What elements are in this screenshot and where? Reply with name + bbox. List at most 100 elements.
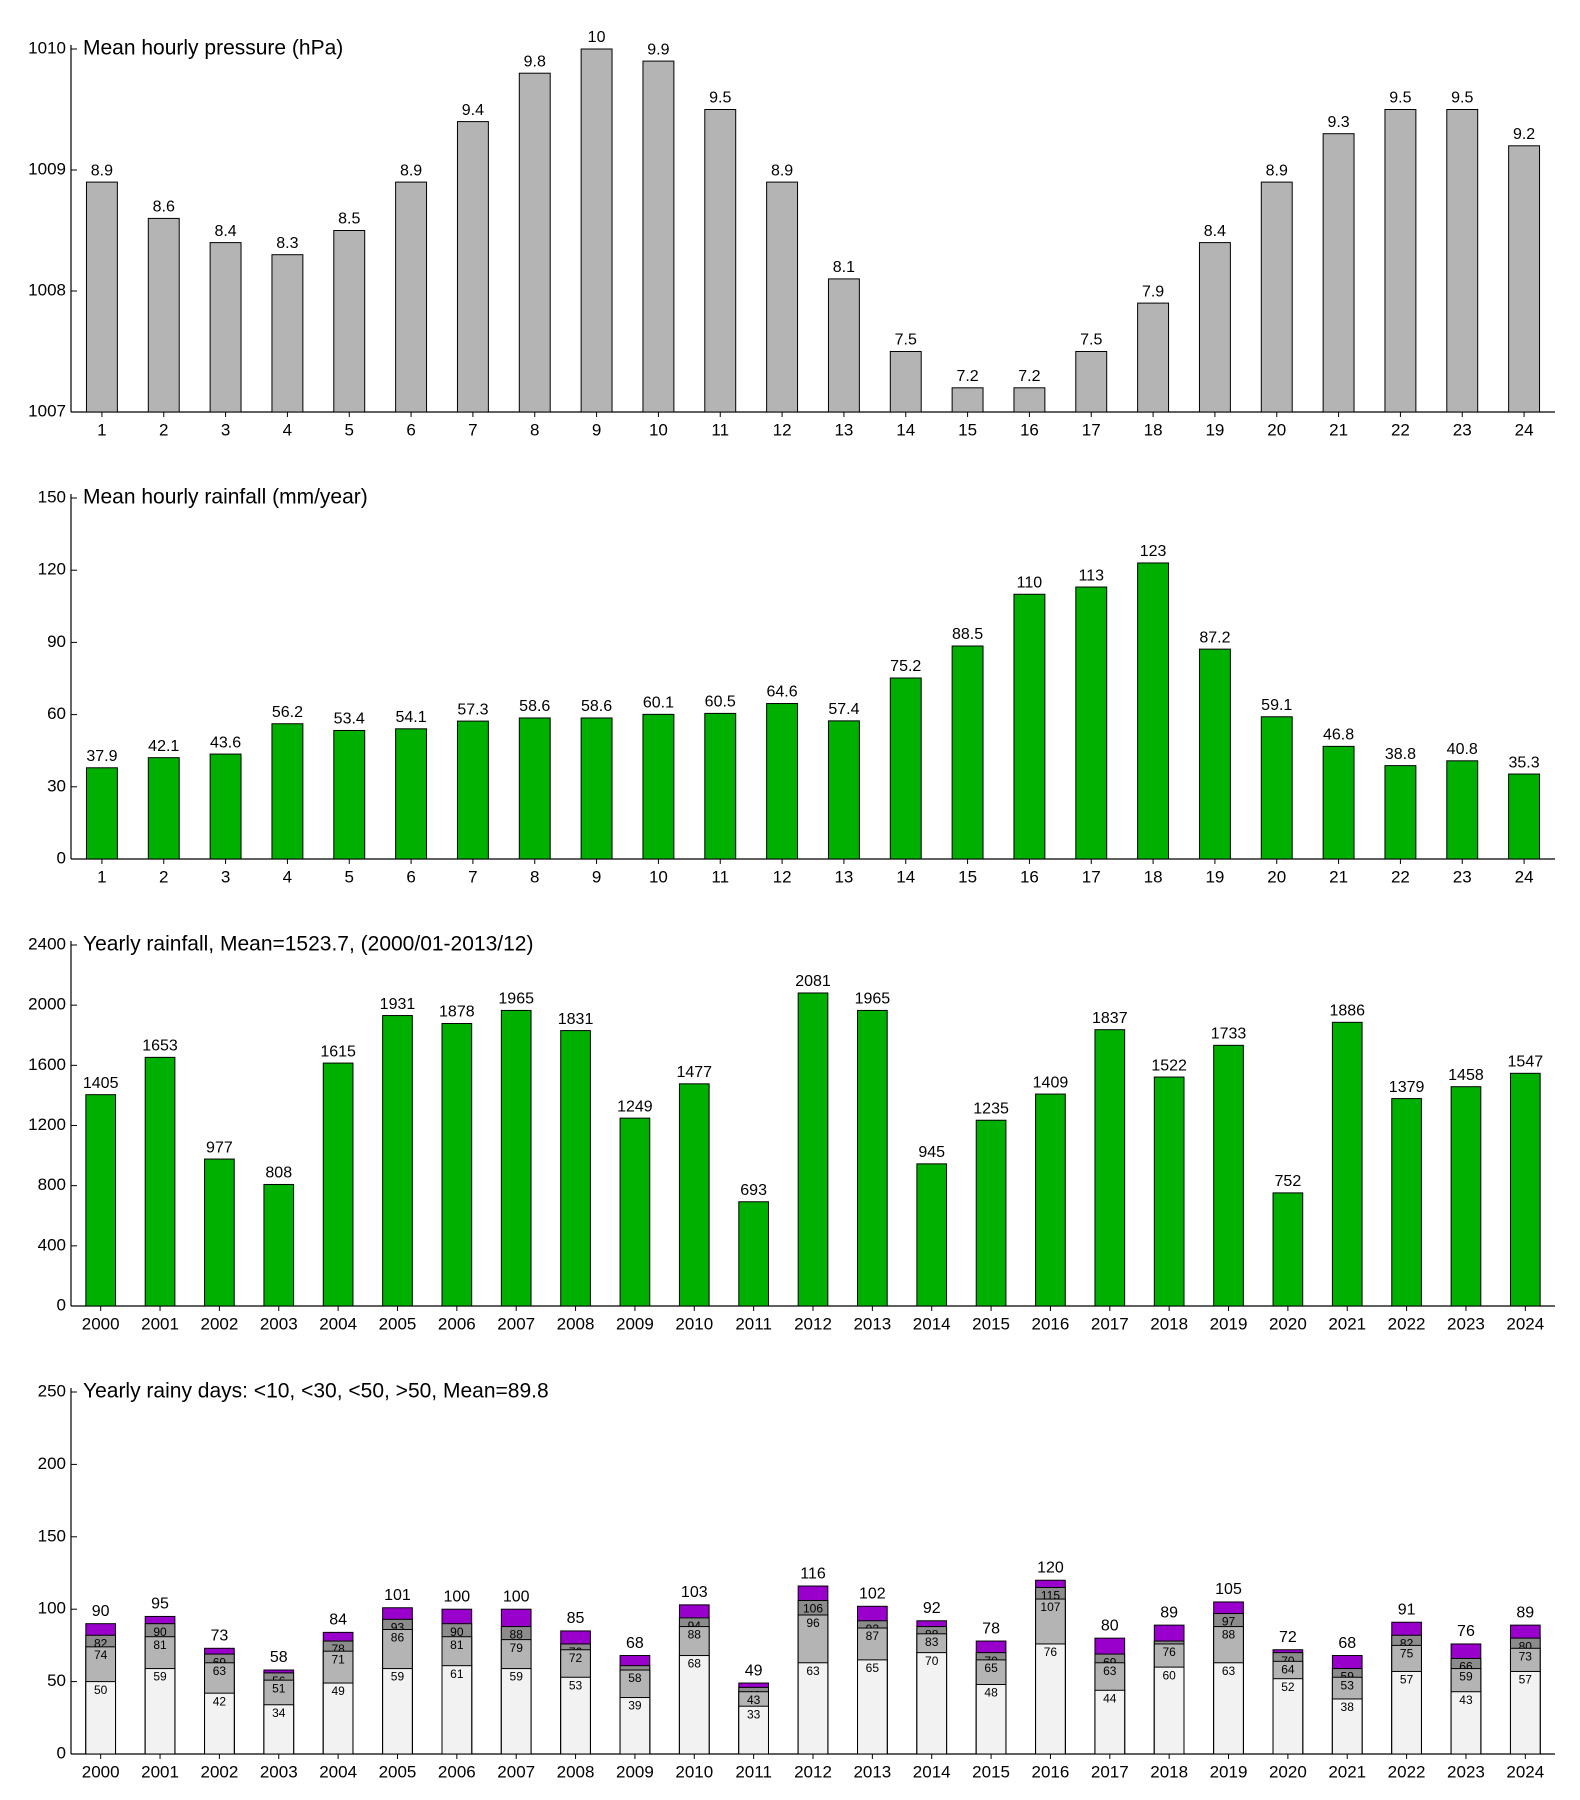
x-tick-label: 11	[711, 867, 729, 886]
bar	[209, 753, 242, 860]
x-tick-label: 2020	[1269, 1314, 1307, 1333]
value-label: 89	[1160, 1604, 1178, 1621]
bar	[500, 1009, 532, 1307]
x-tick-label: 2019	[1210, 1762, 1248, 1781]
value-label: 105	[1215, 1581, 1242, 1598]
y-tick-label: 90	[47, 632, 66, 651]
x-tick-label: 2006	[438, 1762, 476, 1781]
bar-segment	[678, 1655, 710, 1755]
value-label: 7.2	[956, 368, 978, 385]
bar	[456, 121, 489, 413]
value-label: 9.4	[462, 102, 484, 119]
bar-segment	[1331, 1698, 1363, 1755]
y-tick-label: 1009	[28, 159, 66, 178]
bar	[85, 767, 118, 860]
x-tick-label: 15	[958, 420, 977, 439]
x-tick-label: 11	[711, 420, 729, 439]
x-tick-label: 2006	[438, 1314, 476, 1333]
value-label: 57	[1400, 1673, 1414, 1687]
value-label: 76	[1044, 1645, 1058, 1659]
value-label: 72	[1279, 1629, 1297, 1646]
value-label: 42.1	[148, 738, 179, 755]
bar	[204, 1158, 235, 1307]
value-label: 53	[569, 1678, 583, 1692]
x-tick-label: 19	[1205, 867, 1224, 886]
value-label: 8.9	[400, 162, 422, 179]
x-tick-label: 2007	[497, 1314, 535, 1333]
value-label: 68	[1338, 1635, 1356, 1652]
bar	[642, 713, 675, 860]
y-tick-label: 250	[38, 1381, 66, 1400]
bar	[1509, 1072, 1541, 1307]
value-label: 80	[1101, 1617, 1119, 1634]
x-tick-label: 2017	[1091, 1762, 1129, 1781]
value-label: 60.5	[705, 694, 736, 711]
x-tick-label: 20	[1267, 867, 1286, 886]
value-label: 101	[384, 1587, 411, 1604]
bar-segment	[1272, 1678, 1304, 1755]
value-label: 42	[213, 1694, 227, 1708]
x-tick-label: 12	[773, 867, 792, 886]
value-label: 10	[588, 29, 606, 46]
value-label: 100	[503, 1588, 530, 1605]
x-tick-label: 2004	[319, 1314, 357, 1333]
value-label: 63	[1103, 1664, 1117, 1678]
bar	[209, 242, 242, 413]
value-label: 43.6	[210, 734, 241, 751]
bar	[85, 181, 118, 413]
value-label: 8.9	[771, 162, 793, 179]
x-tick-label: 3	[221, 867, 230, 886]
value-label: 75.2	[890, 658, 921, 675]
x-tick-label: 21	[1329, 420, 1348, 439]
bar-segment	[144, 1668, 176, 1755]
bar-segment	[619, 1697, 651, 1755]
value-label: 61	[450, 1667, 464, 1681]
chart-title: Mean hourly rainfall (mm/year)	[83, 486, 368, 509]
x-tick-label: 9	[592, 420, 601, 439]
value-label: 53	[1341, 1678, 1355, 1692]
x-tick-label: 2022	[1388, 1762, 1426, 1781]
x-tick-label: 19	[1205, 420, 1224, 439]
value-label: 59	[153, 1670, 167, 1684]
value-label: 90	[153, 1625, 167, 1639]
value-label: 1249	[617, 1098, 653, 1115]
value-label: 110	[1017, 574, 1043, 591]
value-label: 78	[982, 1620, 1000, 1637]
bar	[1508, 145, 1541, 413]
value-label: 8.4	[1204, 223, 1226, 240]
bar-segment	[85, 1681, 117, 1755]
bar-segment	[1094, 1689, 1126, 1755]
value-label: 64.6	[767, 684, 798, 701]
bar-segment	[738, 1705, 769, 1755]
x-tick-label: 4	[283, 420, 292, 439]
x-tick-label: 2021	[1328, 1762, 1366, 1781]
x-tick-label: 6	[406, 420, 415, 439]
x-tick-label: 12	[773, 420, 792, 439]
bar	[1391, 1098, 1422, 1307]
value-label: 2081	[795, 973, 831, 990]
value-label: 9.9	[647, 41, 669, 58]
x-tick-label: 10	[649, 867, 668, 886]
value-label: 87	[866, 1629, 880, 1643]
value-label: 52	[1281, 1680, 1295, 1694]
y-tick-label: 30	[47, 776, 66, 795]
value-label: 1931	[380, 996, 416, 1013]
bar-segment	[1035, 1643, 1066, 1755]
value-label: 57.4	[828, 701, 859, 718]
x-tick-label: 21	[1329, 867, 1348, 886]
bar	[797, 992, 829, 1307]
value-label: 97	[1222, 1615, 1236, 1629]
value-label: 49	[331, 1684, 345, 1698]
value-label: 65	[866, 1661, 880, 1675]
y-tick-label: 200	[38, 1454, 66, 1473]
x-tick-label: 2016	[1032, 1314, 1070, 1333]
bar	[678, 1083, 710, 1307]
value-label: 1733	[1211, 1026, 1247, 1043]
bar	[889, 351, 922, 413]
x-tick-label: 5	[345, 420, 354, 439]
bar	[1450, 1086, 1482, 1307]
value-label: 64	[1281, 1662, 1295, 1676]
bar	[441, 1023, 473, 1307]
value-label: 88	[510, 1628, 524, 1642]
